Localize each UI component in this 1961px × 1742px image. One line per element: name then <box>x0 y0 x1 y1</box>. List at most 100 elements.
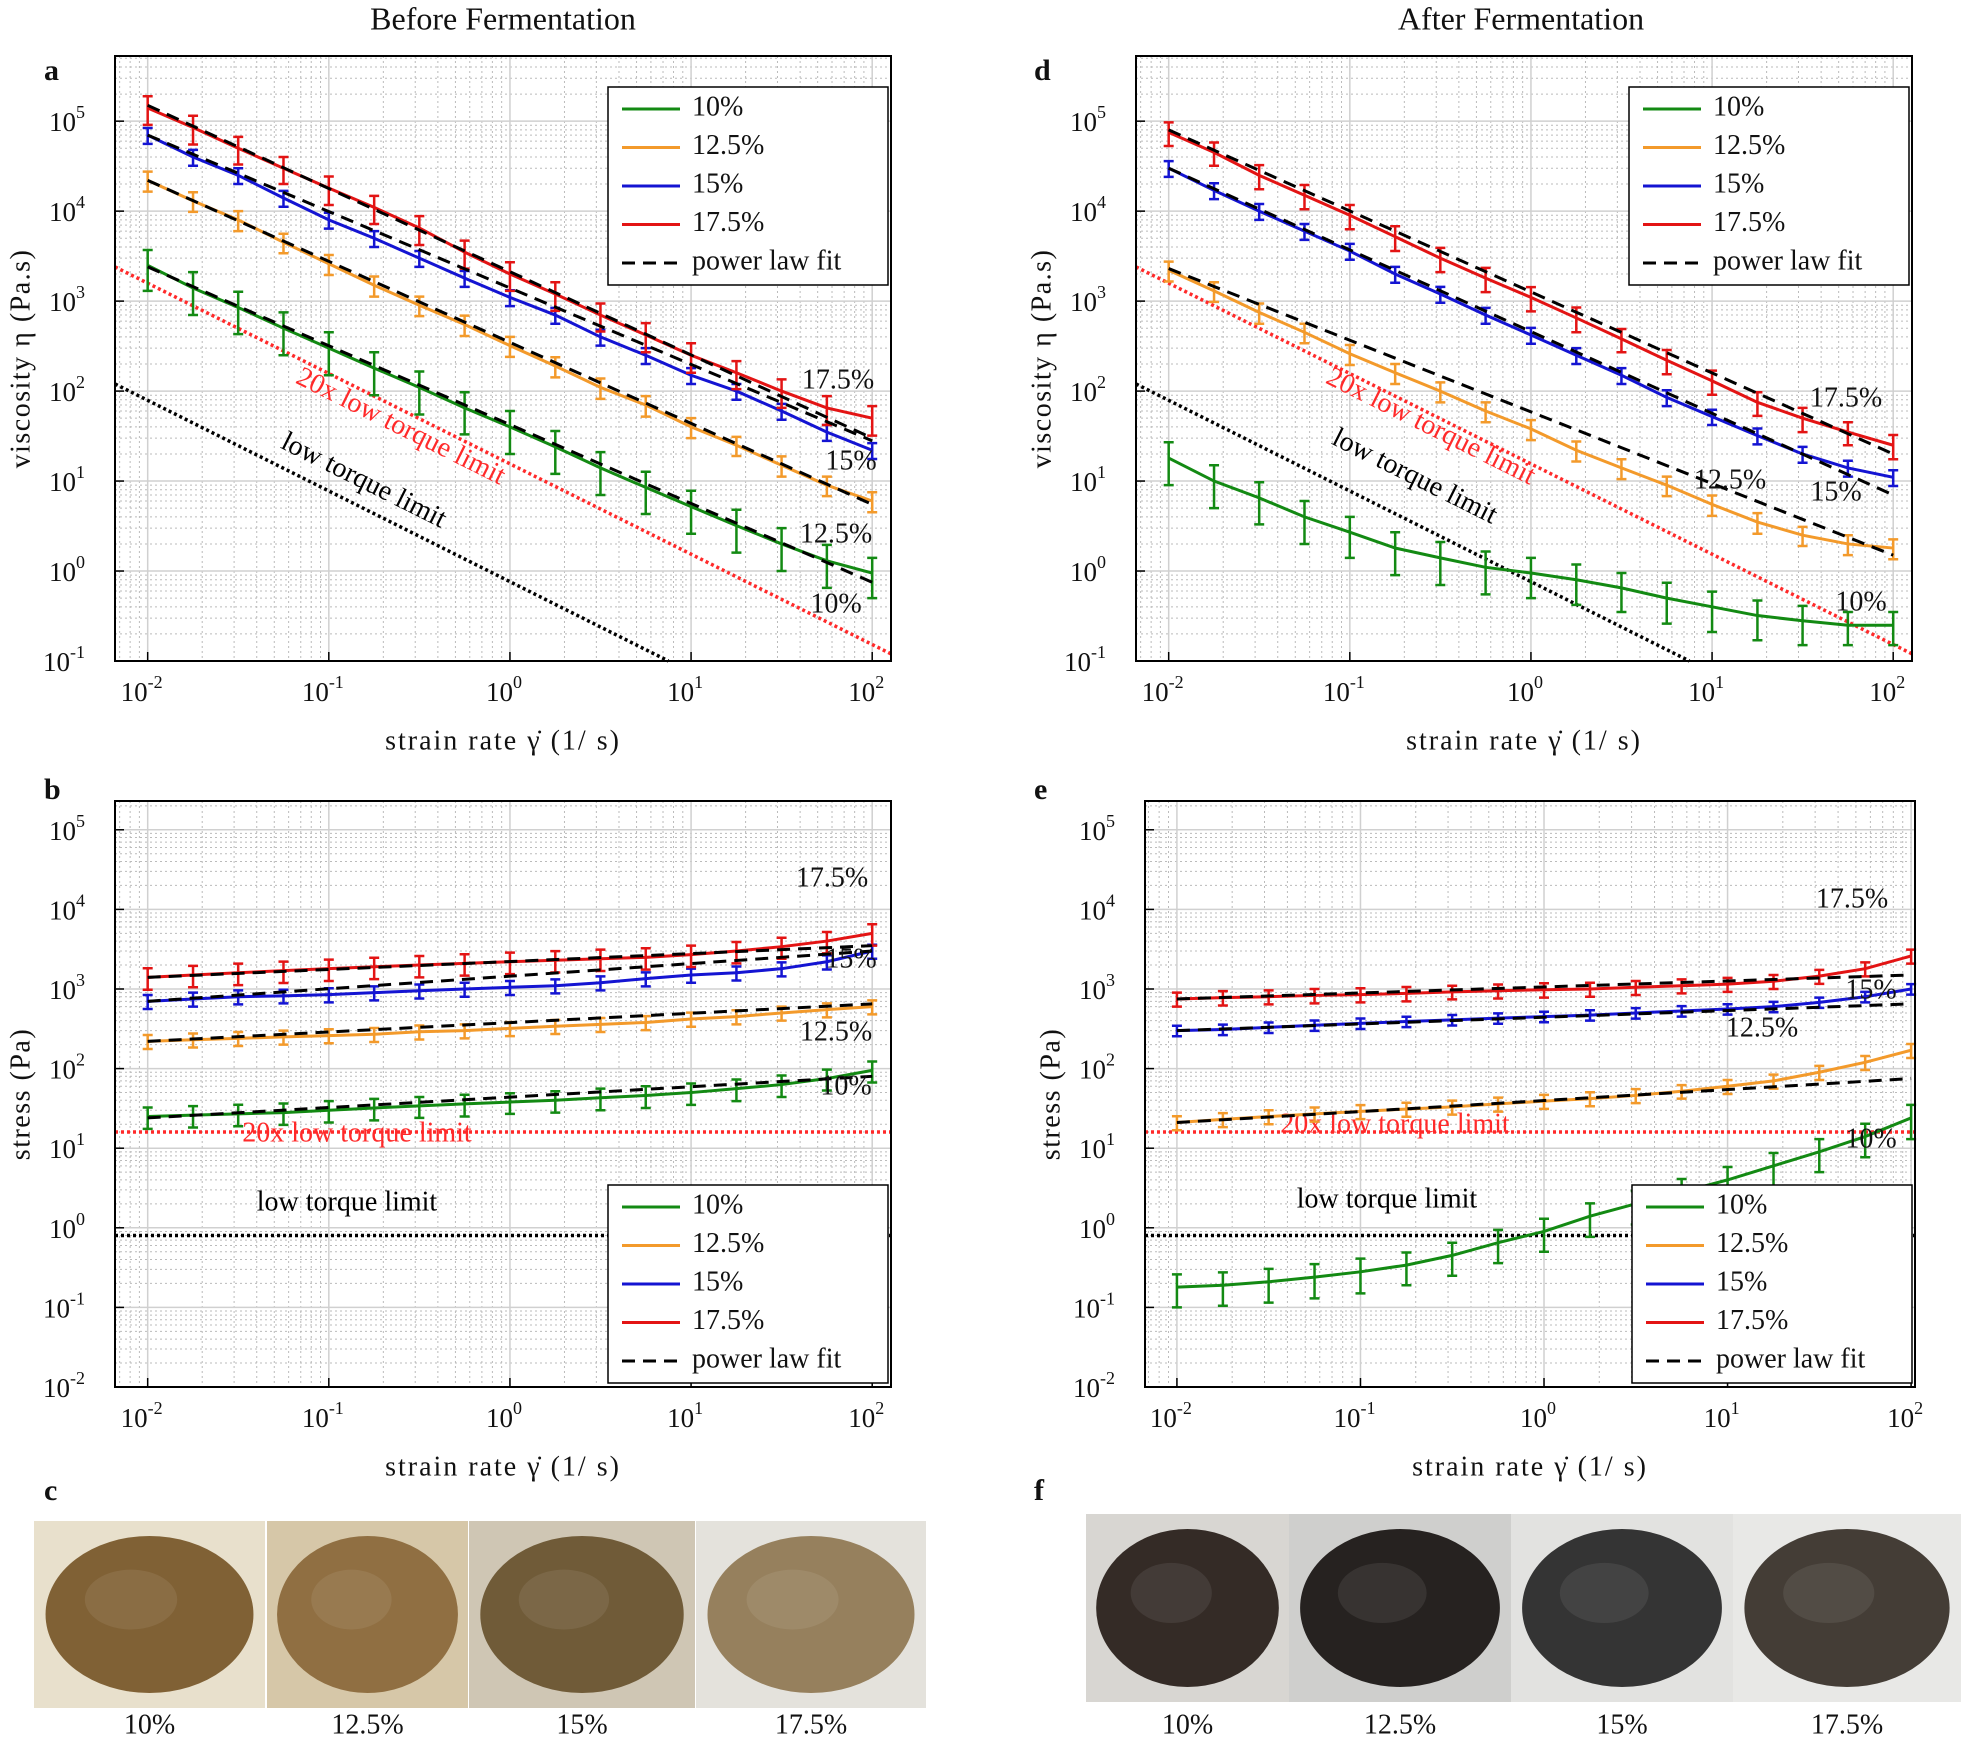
error-bar <box>369 1026 380 1044</box>
error-bar <box>867 1060 878 1084</box>
sample-texture <box>84 1569 178 1630</box>
error-bar <box>1344 203 1355 231</box>
error-bar <box>1860 1054 1871 1072</box>
curve-label: 15% <box>1810 476 1861 507</box>
y-tick-label: 10-1 <box>1064 642 1106 677</box>
error-bar <box>278 311 289 357</box>
error-bar <box>1390 530 1401 577</box>
error-bar <box>1355 1103 1366 1121</box>
error-bar <box>550 355 561 379</box>
legend-label: 12.5% <box>692 130 764 161</box>
photo-caption: 10% <box>124 1709 175 1740</box>
error-bar <box>1209 182 1220 201</box>
error-bar <box>504 409 515 456</box>
power-law-fit <box>147 1074 873 1120</box>
error-bar <box>233 989 244 1006</box>
error-bar <box>1390 265 1401 284</box>
x-tick-label: 10-1 <box>302 672 344 707</box>
error-bar <box>278 1102 289 1127</box>
panel-letter: e <box>1034 773 1047 806</box>
error-bar <box>142 95 153 127</box>
error-bar <box>1722 1078 1733 1096</box>
error-bar <box>1480 401 1491 424</box>
x-tick-label: 100 <box>486 672 522 707</box>
error-bar <box>821 475 832 498</box>
error-bar <box>1171 991 1182 1008</box>
column-header: Before Fermentation <box>370 0 636 36</box>
power-law-fit <box>1176 1002 1912 1033</box>
torque-limit-line <box>114 265 892 656</box>
legend-label: 10% <box>1713 91 1764 122</box>
error-bar <box>640 971 651 988</box>
error-bar <box>504 951 515 976</box>
curve-label: 17.5% <box>1810 382 1882 413</box>
photo-caption: 15% <box>1596 1709 1647 1740</box>
legend-label: 10% <box>692 1189 743 1220</box>
error-bar <box>1209 141 1220 167</box>
panel-letter: a <box>44 54 59 87</box>
error-bar <box>1171 1024 1182 1038</box>
error-bar <box>369 985 380 1002</box>
y-tick-label: 101 <box>1079 1129 1115 1164</box>
torque-limit-line <box>1135 265 1913 656</box>
error-bar <box>867 556 878 600</box>
error-bar <box>1630 979 1641 997</box>
error-bar <box>1163 440 1174 487</box>
error-bar <box>1860 1122 1871 1159</box>
error-bar <box>1309 987 1320 1005</box>
error-bar <box>1797 525 1808 548</box>
error-bar <box>1768 1151 1779 1188</box>
error-bar <box>1888 538 1899 561</box>
torque-limit-line <box>114 382 670 663</box>
error-bar <box>233 1103 244 1128</box>
error-bar <box>550 978 561 995</box>
curve-label: 15% <box>825 943 876 974</box>
error-bar <box>1209 463 1220 510</box>
error-bar <box>867 404 878 437</box>
sample-blob <box>1300 1529 1500 1687</box>
error-bar <box>776 378 787 410</box>
error-bar <box>1584 1091 1595 1108</box>
error-bar <box>1309 1262 1320 1300</box>
legend-label: 10% <box>692 91 743 122</box>
error-bar <box>188 148 199 167</box>
x-tick-label: 10-1 <box>302 1398 344 1433</box>
error-bar <box>459 981 470 998</box>
sample-blob <box>707 1535 915 1694</box>
error-bar <box>686 1082 697 1107</box>
error-bar <box>867 441 878 461</box>
error-bar <box>1355 987 1366 1004</box>
panel-letter: c <box>44 1474 57 1507</box>
photo-caption: 15% <box>556 1709 607 1740</box>
y-tick-label: 103 <box>49 970 85 1005</box>
sample-blob <box>1096 1529 1279 1687</box>
y-tick-label: 104 <box>1079 891 1115 926</box>
sample-texture <box>311 1569 392 1630</box>
power-law-fit <box>1168 128 1894 456</box>
x-tick-label: 10-2 <box>121 672 163 707</box>
error-bar <box>369 956 380 981</box>
y-tick-label: 100 <box>1070 552 1106 587</box>
error-bar <box>1661 581 1672 625</box>
error-bar <box>1797 604 1808 647</box>
error-bar <box>686 944 697 969</box>
error-bar <box>459 314 470 338</box>
error-bar <box>233 209 244 233</box>
x-tick-label: 101 <box>667 1398 703 1433</box>
error-bar <box>1447 1099 1458 1116</box>
power-law-fit <box>147 944 873 979</box>
x-tick-label: 101 <box>1704 1398 1740 1433</box>
error-bar <box>142 993 153 1011</box>
legend-label: 10% <box>1716 1189 1767 1220</box>
torque-limit-line <box>1135 382 1691 663</box>
error-bar <box>1630 1087 1641 1105</box>
y-tick-label: 10-1 <box>43 642 85 677</box>
legend-label: 12.5% <box>1716 1228 1788 1259</box>
error-bar <box>776 961 787 978</box>
x-axis-label: strain rate γ̇ (1/ s) <box>1412 1451 1648 1482</box>
error-bar <box>1435 540 1446 587</box>
legend-label: 17.5% <box>692 1305 764 1336</box>
error-bar <box>188 270 199 317</box>
error-bar <box>550 429 561 476</box>
